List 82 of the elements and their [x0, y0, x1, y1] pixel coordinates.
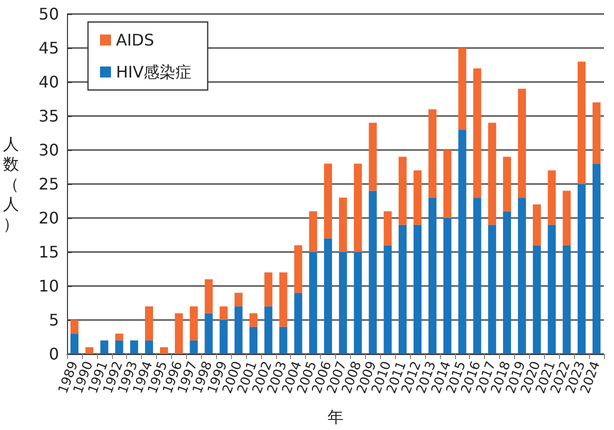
bar	[115, 340, 124, 354]
bar	[279, 326, 288, 354]
bar	[204, 279, 213, 314]
bar	[548, 224, 556, 354]
bar	[174, 313, 183, 354]
bar	[264, 306, 272, 354]
bar	[518, 88, 526, 198]
bar	[279, 272, 288, 327]
y-tick-label: 15	[38, 242, 59, 262]
bar	[503, 156, 512, 212]
y-tick-label: 25	[38, 174, 59, 194]
bar	[130, 340, 138, 354]
bar	[503, 211, 512, 354]
y-tick-label: 5	[48, 310, 59, 330]
bar	[338, 252, 347, 354]
bar	[428, 109, 436, 198]
bar	[220, 320, 228, 354]
bar	[414, 224, 422, 354]
bar	[249, 313, 258, 327]
bar	[264, 272, 272, 306]
bar	[368, 190, 377, 354]
bar	[234, 306, 243, 354]
bar	[190, 340, 198, 354]
legend-label: AIDS	[116, 30, 154, 50]
bar	[458, 48, 466, 130]
bar	[368, 122, 377, 191]
y-tick-label: 35	[38, 106, 59, 126]
bar	[294, 245, 302, 293]
bar	[220, 306, 228, 320]
bar	[443, 150, 452, 218]
bar	[488, 122, 496, 225]
legend-label: HIV感染症	[116, 62, 192, 82]
bar	[384, 211, 392, 246]
y-tick-label: 50	[38, 4, 59, 24]
bar	[384, 245, 392, 354]
bar	[249, 326, 258, 354]
bar	[398, 224, 407, 354]
bar	[518, 198, 526, 354]
y-tick-label: 0	[48, 344, 59, 364]
bar	[548, 170, 556, 225]
bar	[562, 245, 571, 354]
bar	[70, 334, 78, 354]
y-axis-title: 人数（人）	[3, 134, 19, 234]
bar	[414, 170, 422, 225]
bar	[398, 156, 407, 225]
bar	[324, 164, 332, 238]
bar	[204, 313, 213, 354]
bar	[458, 130, 466, 354]
bar	[578, 184, 586, 354]
y-tick-label: 45	[38, 38, 59, 58]
bar	[309, 211, 318, 252]
bar	[592, 102, 601, 164]
y-tick-label: 40	[38, 72, 59, 92]
bar	[443, 218, 452, 354]
bar	[562, 190, 571, 246]
bar	[145, 306, 154, 340]
bar	[473, 198, 482, 354]
y-tick-label: 30	[38, 140, 59, 160]
bar	[234, 292, 243, 306]
bar	[85, 347, 94, 354]
bar	[100, 340, 108, 354]
bar	[592, 164, 601, 354]
bar	[160, 347, 168, 354]
bar	[488, 224, 496, 354]
bar	[70, 320, 78, 334]
bar	[473, 68, 482, 198]
bar	[324, 238, 332, 354]
bar	[145, 340, 154, 354]
bar	[532, 204, 541, 246]
bar	[354, 164, 362, 252]
y-tick-label: 10	[38, 276, 59, 296]
bar	[190, 306, 198, 340]
bar	[309, 252, 318, 354]
bar	[578, 62, 586, 184]
bar	[354, 252, 362, 354]
y-tick-label: 20	[38, 208, 59, 228]
bar	[338, 198, 347, 252]
bar	[294, 292, 302, 354]
x-axis-title: 年	[328, 408, 344, 426]
bar	[115, 334, 124, 340]
bar	[532, 245, 541, 354]
bar	[428, 198, 436, 354]
